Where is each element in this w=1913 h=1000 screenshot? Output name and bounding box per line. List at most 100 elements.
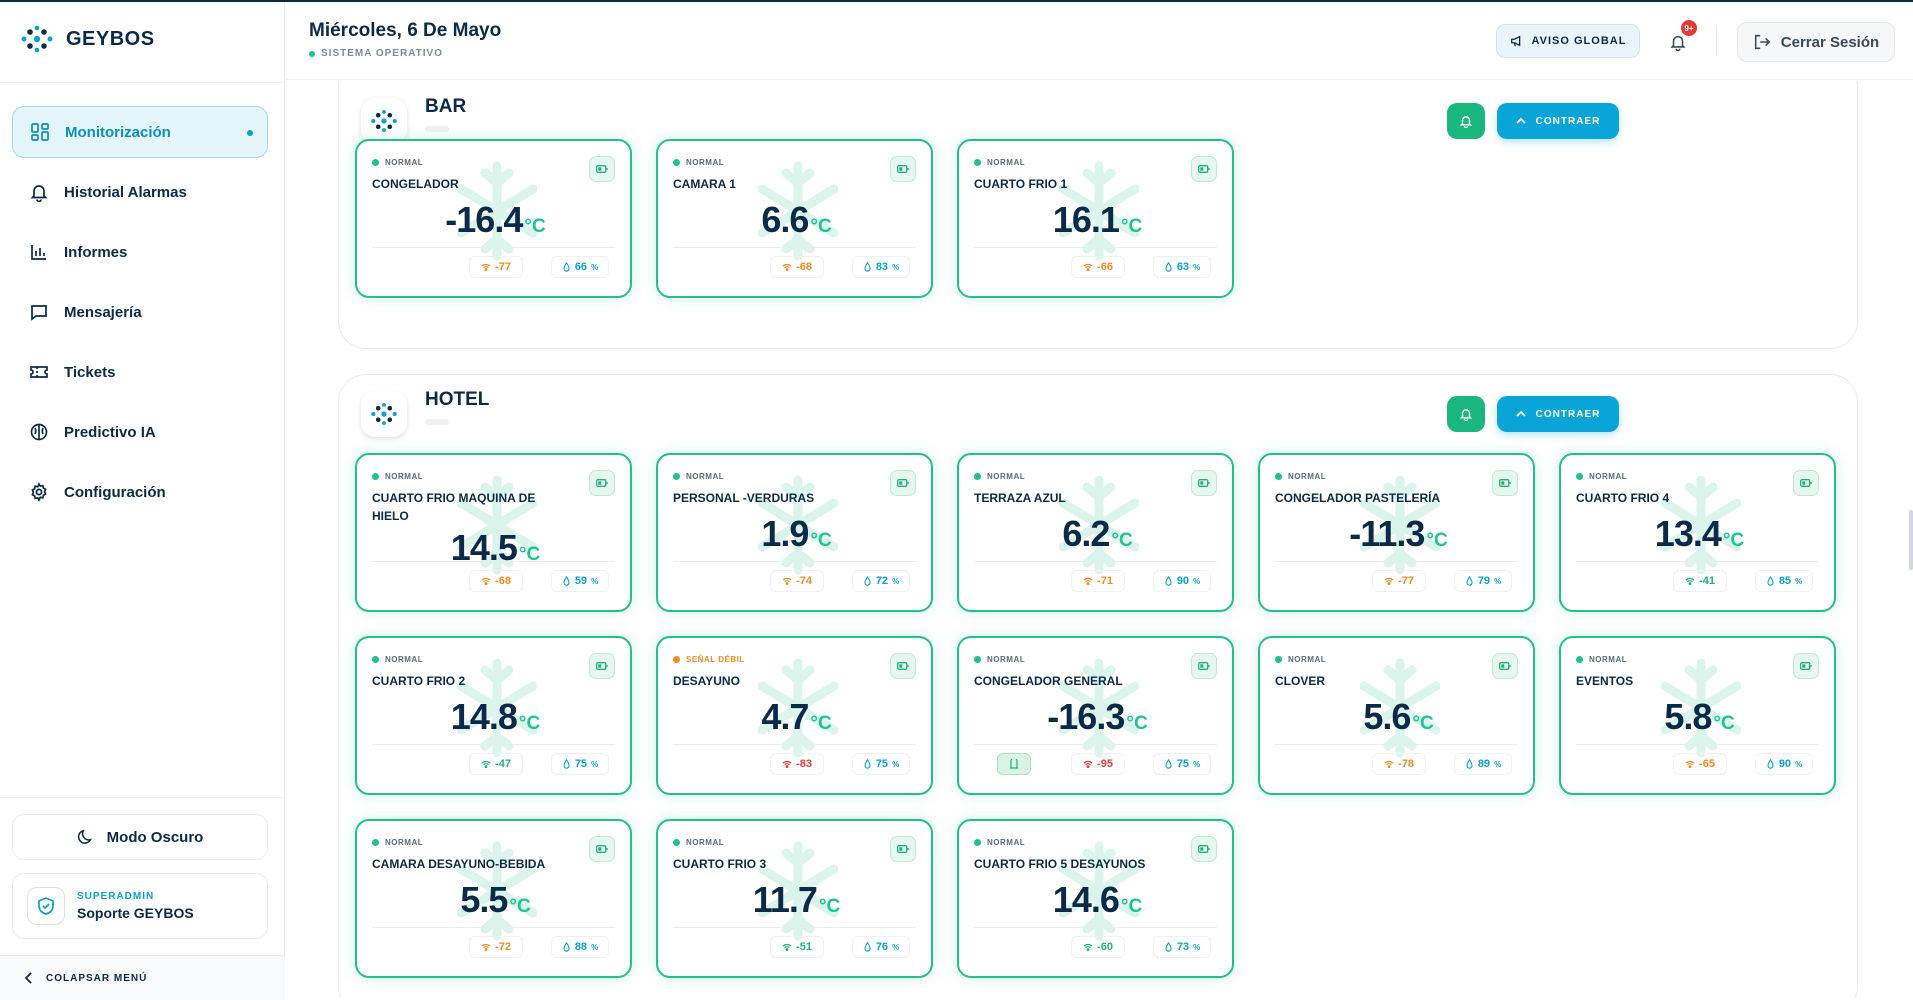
signal-value: -51 <box>796 941 812 953</box>
sidebar-item-label: Predictivo IA <box>64 423 156 441</box>
sensor-card[interactable]: NORMAL CUARTO FRIO 1 16.1 °C -66 63% <box>957 139 1234 298</box>
sensor-card[interactable]: NORMAL CAMARA DESAYUNO-BEBIDA 5.5 °C -72 88% <box>355 819 632 978</box>
status-dot <box>673 159 680 166</box>
battery-icon <box>897 479 909 487</box>
battery-icon <box>897 845 909 853</box>
sensor-card[interactable]: NORMAL CAMARA 1 6.6 °C -68 83% <box>656 139 933 298</box>
sensor-name: CAMARA 1 <box>673 177 736 191</box>
humidity-icon <box>563 576 570 586</box>
battery-button[interactable] <box>890 156 916 182</box>
battery-button[interactable] <box>890 836 916 862</box>
battery-button[interactable] <box>1793 653 1819 679</box>
sensor-card[interactable]: SEÑAL DÉBIL DESAYUNO 4.7 °C -83 75% <box>656 636 933 795</box>
battery-button[interactable] <box>1191 470 1217 496</box>
dark-mode-button[interactable]: Modo Oscuro <box>12 814 268 860</box>
signal-badge: -77 <box>1372 570 1426 592</box>
group-alarm-button[interactable] <box>1447 103 1485 139</box>
sensor-card[interactable]: NORMAL PERSONAL -VERDURAS 1.9 °C -74 72% <box>656 453 933 612</box>
sidebar-item-informes[interactable]: Informes <box>12 226 268 278</box>
sensor-card[interactable]: NORMAL CLOVER 5.6 °C -78 89% <box>1258 636 1535 795</box>
humidity-unit: % <box>892 942 900 952</box>
humidity-icon <box>1767 759 1774 769</box>
group-subtitle-placeholder <box>425 419 449 425</box>
humidity-icon <box>1767 576 1774 586</box>
humidity-unit: % <box>892 576 900 586</box>
sidebar-item-configuracion[interactable]: Configuración <box>12 466 268 518</box>
aviso-global-button[interactable]: AVISO GLOBAL <box>1496 24 1640 58</box>
contraer-button[interactable]: CONTRAER <box>1497 103 1619 139</box>
battery-button[interactable] <box>890 653 916 679</box>
sensor-card[interactable]: NORMAL CUARTO FRIO 3 11.7 °C -51 76% <box>656 819 933 978</box>
humidity-badge: 73% <box>1153 936 1211 958</box>
humidity-value: 90 <box>1778 758 1792 770</box>
battery-button[interactable] <box>1191 653 1217 679</box>
snowflake-icon <box>1660 475 1742 580</box>
shield-icon <box>38 897 54 915</box>
battery-button[interactable] <box>1492 470 1518 496</box>
sensor-name: EVENTOS <box>1576 674 1634 688</box>
sensor-card[interactable]: NORMAL CUARTO FRIO MAQUINA DE HIELO 14.5 °C… <box>355 453 632 612</box>
message-icon <box>28 301 50 323</box>
wifi-icon <box>782 760 792 768</box>
battery-button[interactable] <box>890 470 916 496</box>
sensor-card[interactable]: NORMAL CUARTO FRIO 2 14.8 °C -47 75% <box>355 636 632 795</box>
battery-button[interactable] <box>589 836 615 862</box>
battery-button[interactable] <box>589 653 615 679</box>
battery-button[interactable] <box>589 156 615 182</box>
user-name: Soporte GEYBOS <box>77 905 194 921</box>
battery-button[interactable] <box>1492 653 1518 679</box>
temperature-unit: °C <box>1111 530 1133 551</box>
collapse-menu-button[interactable]: COLAPSAR MENÚ <box>0 955 285 1000</box>
moon-icon <box>77 829 92 844</box>
temperature-readout: 14.6 °C <box>959 879 1232 921</box>
temperature-unit: °C <box>518 544 541 565</box>
group-alarm-button[interactable] <box>1447 396 1485 432</box>
battery-button[interactable] <box>1191 836 1217 862</box>
notifications-button[interactable] <box>1664 28 1692 56</box>
contraer-button[interactable]: CONTRAER <box>1497 396 1619 432</box>
wifi-icon <box>481 577 491 585</box>
sensor-card[interactable]: NORMAL CONGELADOR GENERAL -16.3 °C -95 75% <box>957 636 1234 795</box>
temperature-unit: °C <box>524 216 546 237</box>
ticket-icon <box>28 361 50 383</box>
chevron-up-icon <box>1516 410 1526 417</box>
bell-icon <box>28 181 50 203</box>
humidity-value: 75 <box>875 758 889 770</box>
sidebar-item-historial-alarmas[interactable]: Historial Alarmas <box>12 166 268 218</box>
brand[interactable]: GEYBOS <box>20 24 155 54</box>
temperature-value: 5.8 <box>1664 696 1712 737</box>
logout-button[interactable]: Cerrar Sesión <box>1737 22 1895 62</box>
sensor-card[interactable]: NORMAL CONGELADOR PASTELERÍA -11.3 °C -77 79% <box>1258 453 1535 612</box>
snowflake-icon <box>1058 475 1140 580</box>
user-card[interactable]: SUPERADMIN Soporte GEYBOS <box>12 873 268 939</box>
sidebar-item-mensajeria[interactable]: Mensajería <box>12 286 268 338</box>
temperature-value: 11.7 <box>752 879 818 920</box>
battery-button[interactable] <box>589 470 615 496</box>
status-label: NORMAL <box>1589 472 1628 481</box>
humidity-unit: % <box>1193 576 1201 586</box>
status-label: NORMAL <box>1288 655 1327 664</box>
sensor-card[interactable]: NORMAL CUARTO FRIO 4 13.4 °C -41 85% <box>1559 453 1836 612</box>
status-dot <box>1275 656 1282 663</box>
status-badge: NORMAL <box>673 838 724 847</box>
signal-value: -71 <box>1097 575 1113 587</box>
temperature-unit: °C <box>810 216 832 237</box>
sensor-card[interactable]: NORMAL CONGELADOR -16.4 °C -77 66% <box>355 139 632 298</box>
sensor-card[interactable]: NORMAL EVENTOS 5.8 °C -65 90% <box>1559 636 1836 795</box>
sidebar-item-monitorizacion[interactable]: Monitorización <box>12 106 268 158</box>
sidebar-item-predictivo-ia[interactable]: Predictivo IA <box>12 406 268 458</box>
sidebar-item-tickets[interactable]: Tickets <box>12 346 268 398</box>
sensor-card[interactable]: NORMAL TERRAZA AZUL 6.2 °C -71 90% <box>957 453 1234 612</box>
wifi-icon <box>481 760 491 768</box>
status-badge: NORMAL <box>372 655 423 664</box>
scrollbar-thumb[interactable] <box>1909 510 1913 570</box>
status-badge: NORMAL <box>974 655 1025 664</box>
aviso-global-label: AVISO GLOBAL <box>1531 35 1627 47</box>
status-dot <box>1275 473 1282 480</box>
temperature-readout: 6.6 °C <box>658 199 931 241</box>
battery-button[interactable] <box>1793 470 1819 496</box>
sensor-card[interactable]: NORMAL CUARTO FRIO 5 DESAYUNOS 14.6 °C -60 73… <box>957 819 1234 978</box>
humidity-badge: 75% <box>852 753 910 775</box>
humidity-badge: 90% <box>1755 753 1813 775</box>
battery-button[interactable] <box>1191 156 1217 182</box>
